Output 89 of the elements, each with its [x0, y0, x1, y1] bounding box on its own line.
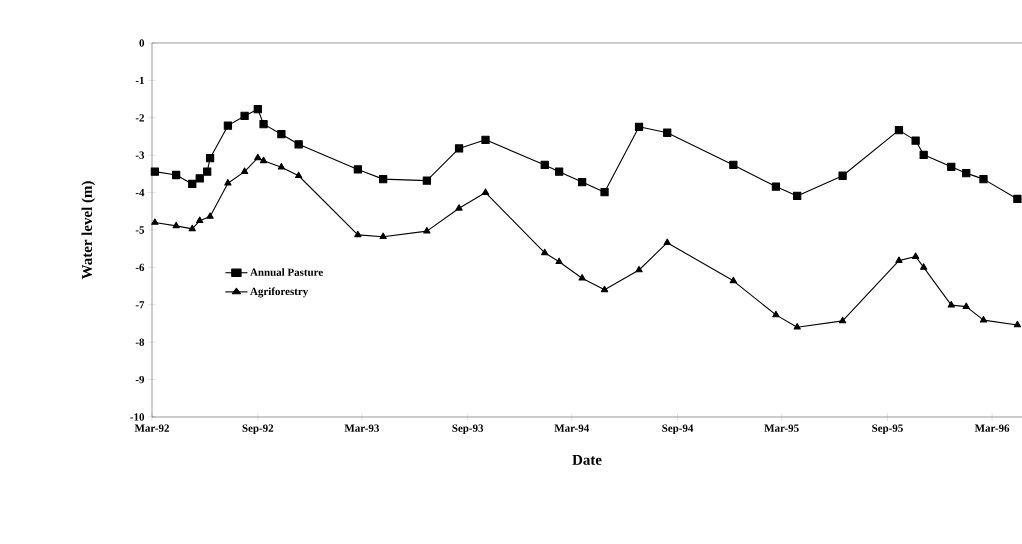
point: [259, 156, 268, 164]
point: [294, 171, 303, 179]
y-tick-label: -3: [135, 151, 145, 159]
point: [947, 301, 955, 308]
point: [206, 212, 214, 219]
point: [541, 248, 549, 256]
point: [172, 221, 180, 229]
point: [793, 191, 802, 201]
point: [600, 285, 609, 293]
point: [894, 125, 904, 135]
x-tick-label: Sep-92: [242, 424, 274, 435]
y-tick-label: -5: [135, 226, 145, 234]
point: [254, 153, 262, 161]
point: [203, 167, 212, 176]
point: [259, 120, 268, 129]
point: [729, 160, 738, 170]
x-tick-label: Mar-96: [974, 424, 1010, 432]
y-tick-label: -2: [135, 114, 145, 122]
point: [979, 315, 988, 323]
point: [555, 257, 563, 265]
legend-label: Agriforestry: [250, 287, 309, 298]
point: [423, 226, 431, 234]
point: [354, 230, 362, 238]
point: [294, 140, 303, 149]
y-tick-label: 0: [139, 39, 145, 47]
y-tick-label: -1: [135, 76, 144, 84]
point: [150, 167, 160, 176]
point: [455, 204, 463, 211]
point: [540, 160, 549, 170]
legend-label: Annual Pasture: [250, 268, 323, 276]
point: [577, 177, 587, 187]
x-tick-label: Mar-93: [344, 424, 379, 432]
point: [188, 224, 196, 232]
point: [634, 122, 644, 131]
point: [919, 150, 928, 159]
point: [481, 135, 490, 144]
point: [353, 165, 362, 174]
x-tick-label: Sep-93: [452, 424, 484, 435]
point: [188, 179, 197, 189]
point: [729, 276, 738, 284]
point: [920, 263, 928, 270]
point: [578, 274, 586, 281]
point: [979, 174, 988, 184]
point: [240, 111, 249, 121]
point: [911, 136, 920, 145]
point: [223, 121, 233, 130]
point: [962, 302, 970, 309]
point: [277, 163, 286, 170]
point: [196, 216, 204, 223]
y-tick-label: -10: [130, 413, 145, 421]
point: [635, 265, 643, 273]
point: [554, 167, 564, 176]
point: [422, 176, 432, 185]
point: [600, 188, 609, 197]
point: [947, 162, 956, 171]
y-tick-label: -6: [135, 263, 145, 272]
y-tick-label: -4: [135, 188, 145, 197]
x-tick-label: Sep-94: [662, 424, 694, 435]
point: [772, 310, 780, 318]
point: [793, 323, 801, 330]
x-tick-label: Sep-95: [872, 424, 903, 435]
x-axis-title: Date: [572, 454, 602, 465]
y-tick-label: -7: [135, 301, 145, 309]
point: [481, 188, 490, 195]
point: [224, 179, 232, 186]
point: [663, 238, 671, 246]
point: [277, 130, 286, 139]
point: [838, 316, 847, 324]
y-axis-title: Water level (m): [81, 181, 96, 280]
point: [962, 169, 971, 178]
point: [205, 154, 215, 163]
point: [771, 182, 781, 191]
point: [253, 105, 262, 114]
point: [172, 170, 181, 180]
y-tick-label: -9: [135, 375, 145, 384]
point: [911, 252, 920, 259]
point: [195, 174, 204, 183]
point: [663, 128, 672, 137]
point: [454, 144, 464, 153]
point: [240, 167, 249, 174]
x-tick-label: Mar-92: [134, 424, 169, 432]
point: [895, 256, 903, 263]
point: [379, 174, 388, 184]
x-tick-label: Mar-95: [764, 424, 799, 432]
point: [151, 218, 159, 225]
x-tick-label: Mar-94: [554, 424, 590, 432]
y-tick-label: -8: [135, 338, 145, 346]
point: [379, 232, 387, 240]
point: [838, 171, 847, 180]
